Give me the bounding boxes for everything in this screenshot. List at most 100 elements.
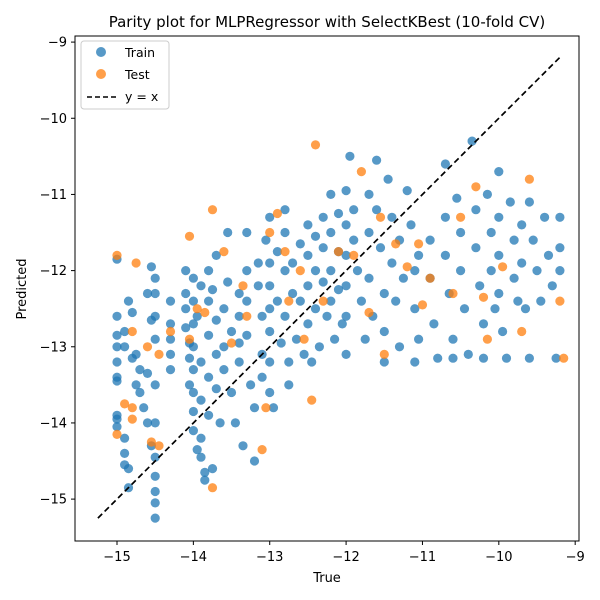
test-point: [226, 338, 237, 348]
test-point: [112, 429, 122, 439]
y-axis-label: Predicted: [15, 258, 30, 319]
train-point: [310, 231, 321, 241]
train-point: [276, 338, 286, 348]
test-point: [456, 212, 466, 222]
train-point: [188, 387, 198, 398]
train-point: [284, 380, 294, 390]
train-point: [112, 311, 122, 321]
train-point: [406, 220, 416, 230]
train-point: [211, 250, 221, 260]
test-point: [284, 296, 294, 306]
test-point: [482, 334, 492, 344]
train-point: [349, 205, 359, 215]
train-point: [142, 368, 153, 378]
test-point: [265, 227, 275, 238]
train-point: [387, 212, 397, 222]
train-point: [196, 281, 206, 291]
y-tick-label: −10: [40, 112, 67, 127]
test-point: [238, 281, 248, 291]
test-point: [498, 262, 508, 272]
train-point: [192, 445, 202, 455]
test-point: [207, 205, 218, 215]
train-point: [318, 243, 328, 253]
train-point: [414, 250, 424, 260]
train-point: [349, 235, 359, 245]
train-point: [188, 296, 198, 306]
test-point: [142, 342, 153, 352]
train-point: [494, 288, 504, 299]
train-point: [242, 296, 252, 306]
train-point: [333, 285, 344, 295]
train-point: [410, 266, 420, 276]
y-tick-label: −14: [40, 416, 67, 431]
test-point: [375, 212, 386, 222]
train-point: [165, 319, 176, 329]
train-point: [459, 304, 470, 314]
train-point: [223, 277, 233, 287]
plot-area: [97, 56, 569, 523]
train-point: [181, 304, 191, 314]
train-point: [536, 296, 546, 306]
legend-train-label: Train: [124, 45, 155, 60]
train-point: [540, 212, 550, 222]
train-point: [410, 304, 420, 314]
train-point: [188, 273, 198, 283]
train-point: [123, 464, 134, 474]
plot-frame: [74, 35, 580, 542]
test-point: [333, 247, 344, 257]
points-layer: [112, 136, 569, 523]
train-point: [135, 387, 145, 398]
train-point: [234, 288, 244, 299]
train-point: [314, 342, 324, 352]
train-point: [253, 258, 263, 268]
train-point: [165, 349, 176, 359]
test-point: [242, 311, 252, 321]
train-point: [341, 250, 351, 260]
x-tick-label: −13: [256, 550, 283, 565]
train-point: [303, 250, 313, 260]
train-point: [226, 387, 237, 398]
train-point: [486, 227, 496, 238]
train-point: [127, 307, 137, 318]
train-point: [184, 380, 195, 390]
train-point: [249, 403, 260, 413]
y-tick-label: −9: [48, 36, 67, 51]
test-point: [120, 399, 130, 409]
train-point: [196, 357, 206, 367]
train-point: [265, 387, 275, 398]
train-point: [196, 433, 206, 443]
train-point: [246, 380, 256, 390]
test-point: [192, 304, 202, 314]
train-point: [372, 155, 382, 165]
train-point: [280, 227, 290, 238]
y-tick-label: −13: [40, 340, 67, 355]
train-point: [414, 334, 424, 344]
train-point: [272, 296, 282, 306]
train-point: [150, 471, 160, 481]
train-point: [513, 296, 523, 306]
train-point: [494, 250, 504, 260]
train-point: [165, 296, 176, 306]
y-tick-label: −12: [40, 264, 67, 279]
train-point: [120, 433, 130, 443]
train-point: [165, 365, 176, 375]
train-point: [204, 410, 214, 420]
chart-title: Parity plot for MLPRegressor with Select…: [109, 13, 546, 31]
train-point: [326, 227, 336, 238]
train-point: [139, 403, 149, 413]
train-point: [310, 266, 321, 276]
train-point: [200, 467, 210, 477]
train-point: [517, 220, 527, 230]
train-point: [188, 426, 198, 436]
train-point: [299, 349, 309, 359]
x-tick-label: −11: [409, 550, 436, 565]
train-point: [280, 311, 290, 321]
train-point: [379, 326, 389, 337]
train-point: [303, 319, 313, 329]
train-point: [188, 342, 198, 352]
train-point: [181, 266, 191, 276]
train-point: [215, 418, 225, 428]
test-point: [184, 334, 195, 344]
train-point: [219, 304, 229, 314]
train-point: [120, 326, 130, 337]
